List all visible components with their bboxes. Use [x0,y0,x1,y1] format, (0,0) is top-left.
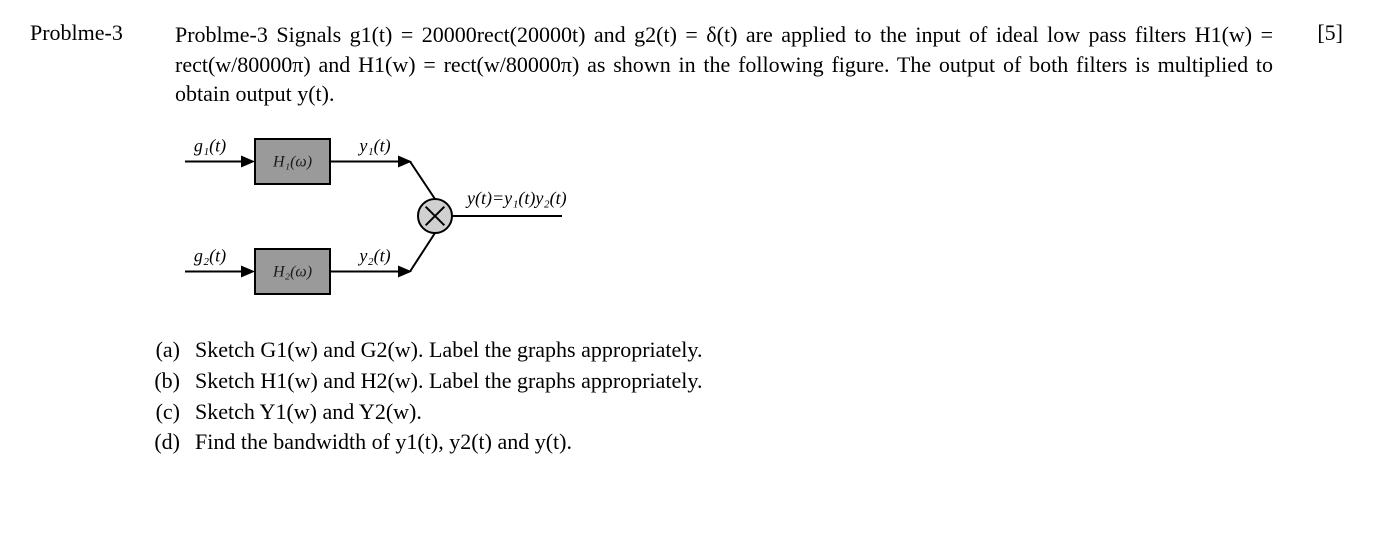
svg-text:H₂(ω): H₂(ω) [272,264,312,281]
problem-body: Problme-3 Signals g1(t) = 20000rect(2000… [175,20,1343,458]
part-b: (b) Sketch H1(w) and H2(w). Label the gr… [30,366,1343,397]
problem-statement-row: Problme-3 Signals g1(t) = 20000rect(2000… [175,20,1343,109]
part-text: Sketch H1(w) and H2(w). Label the graphs… [195,366,1343,397]
part-c: (c) Sketch Y1(w) and Y2(w). [30,397,1343,428]
part-label: (a) [130,335,195,366]
part-text: Sketch G1(w) and G2(w). Label the graphs… [195,335,1343,366]
svg-text:y(t)=y₁(t)y₂(t): y(t)=y₁(t)y₂(t) [465,188,567,209]
svg-text:g₁(t): g₁(t) [194,136,226,157]
svg-text:H₁(ω): H₁(ω) [272,154,312,171]
parts-list: (a) Sketch G1(w) and G2(w). Label the gr… [30,335,1343,458]
part-text: Sketch Y1(w) and Y2(w). [195,397,1343,428]
problem-container: Problme-3 Problme-3 Signals g1(t) = 2000… [30,20,1343,458]
problem-number: Problme-3 [30,20,175,46]
problem-statement: Problme-3 Signals g1(t) = 20000rect(2000… [175,20,1273,109]
part-d: (d) Find the bandwidth of y1(t), y2(t) a… [30,427,1343,458]
part-label: (d) [130,427,195,458]
part-label: (c) [130,397,195,428]
block-diagram: g₁(t) H₁(ω) y₁(t) g₂(t) H₂(ω) y₂(t) y(t)=y₁(t)… [175,124,1343,320]
svg-text:y₂(t): y₂(t) [357,246,390,267]
part-label: (b) [130,366,195,397]
svg-text:g₂(t): g₂(t) [194,246,226,267]
part-text: Find the bandwidth of y1(t), y2(t) and y… [195,427,1343,458]
diagram-svg: g₁(t) H₁(ω) y₁(t) g₂(t) H₂(ω) y₂(t) y(t)=y₁(t)… [175,124,595,314]
svg-text:y₁(t): y₁(t) [357,136,390,157]
part-a: (a) Sketch G1(w) and G2(w). Label the gr… [30,335,1343,366]
problem-marks: [5] [1293,20,1343,46]
